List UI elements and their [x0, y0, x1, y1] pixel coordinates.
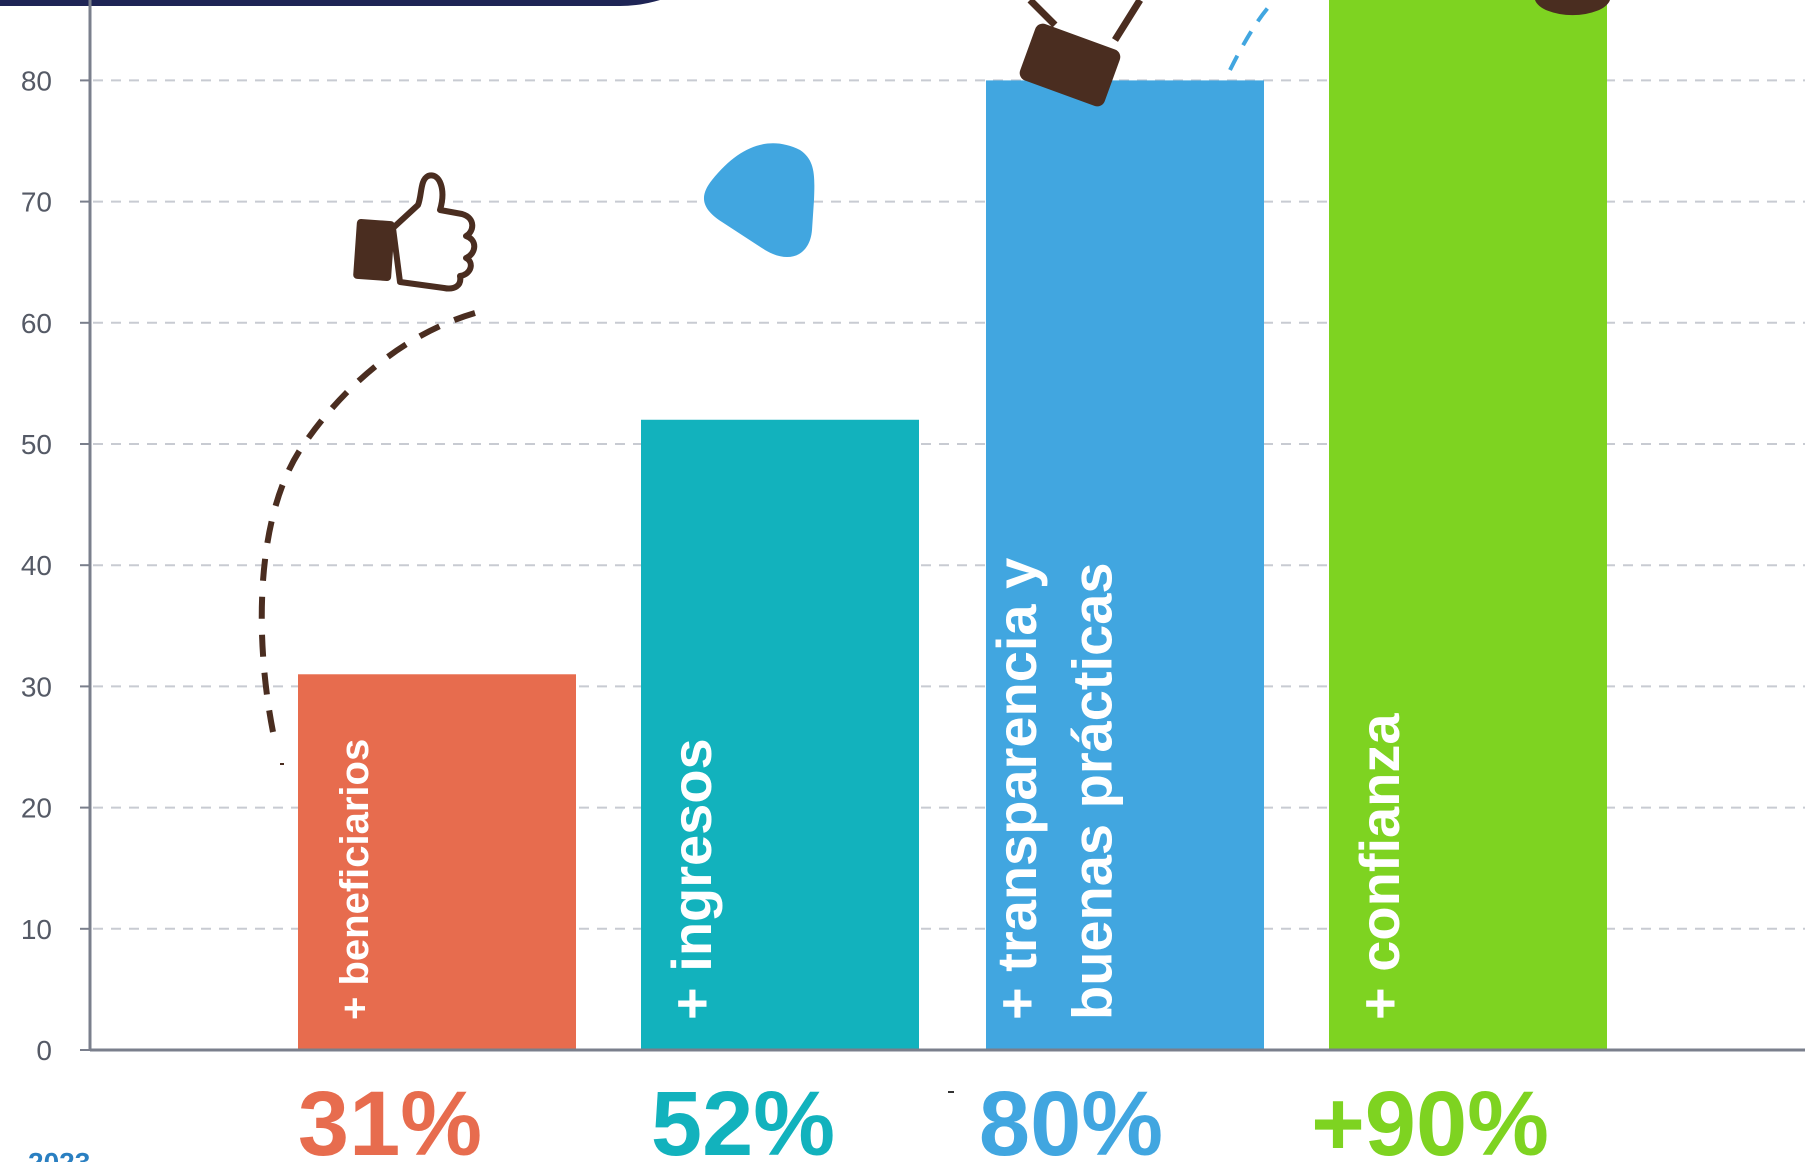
dashed-arc-decoration — [258, 310, 476, 733]
dashed-line-decoration — [1228, 0, 1277, 71]
header-banner-shape — [0, 0, 660, 6]
bar-category-label: + confianza — [1348, 713, 1411, 1020]
y-tick-label: 10 — [21, 914, 52, 945]
bar-value-label: 31% — [298, 1073, 482, 1162]
play-icon — [703, 143, 815, 258]
bar — [641, 419, 919, 1050]
y-tick-label: 20 — [21, 793, 52, 824]
briefcase-icon — [1019, 0, 1143, 107]
y-tick-label: 50 — [21, 429, 52, 460]
footer-year: 2023 — [28, 1147, 90, 1162]
bar — [986, 80, 1264, 1050]
thumbs-up-icon — [353, 172, 478, 292]
bar-category-label: + transparencia y — [985, 558, 1048, 1020]
bar-category-label: + beneficiarios — [333, 739, 377, 1020]
bar-value-label: +90% — [1311, 1073, 1549, 1162]
circle-decoration — [1535, 0, 1610, 16]
y-tick-label: 80 — [21, 65, 52, 96]
bar — [298, 674, 576, 1050]
bar — [1329, 0, 1607, 1051]
bar-value-label: 80% — [979, 1073, 1163, 1162]
bars — [298, 0, 1607, 1051]
bar-category-label: buenas prácticas — [1061, 562, 1124, 1020]
bar-category-label: + ingresos — [660, 738, 723, 1020]
y-tick-label: 30 — [21, 671, 52, 702]
y-tick-label: 0 — [36, 1035, 52, 1066]
y-axis-ticks: 0 10 20 30 40 50 60 70 80 — [21, 65, 90, 1066]
y-tick-label: 60 — [21, 308, 52, 339]
y-tick-label: 70 — [21, 187, 52, 218]
y-tick-label: 40 — [21, 550, 52, 581]
value-labels: 31% 52% 80% +90% — [298, 1073, 1549, 1162]
bar-labels: + beneficiarios + ingresos + transparencia… — [333, 558, 1411, 1020]
bar-value-label: 52% — [651, 1073, 835, 1162]
